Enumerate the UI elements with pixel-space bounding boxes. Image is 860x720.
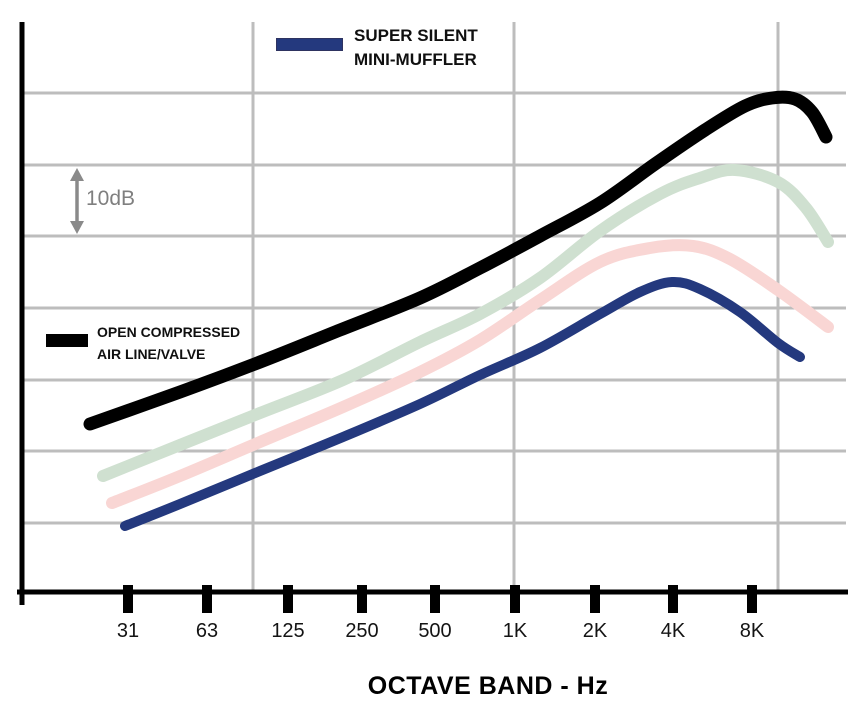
x-axis-title-text: OCTAVE BAND - Hz — [367, 672, 609, 700]
x-axis-title: OCTAVE BAND - Hz — [0, 672, 860, 701]
x-axis-tick — [747, 585, 757, 613]
db-arrow-head-down — [70, 221, 84, 234]
db-scale-label: 10dB — [86, 187, 136, 210]
db-arrow-head-up — [70, 168, 84, 181]
x-tick-label: 4K — [660, 620, 686, 642]
curve-unlabeled-green — [97, 163, 834, 482]
x-axis-tick — [283, 585, 293, 613]
curve-open-compressed-air-line — [83, 90, 833, 431]
x-axis-ticks — [123, 585, 757, 613]
legend-super-silent-label: SUPER SILENT MINI-MUFFLER — [354, 24, 478, 72]
x-tick-label: 250 — [345, 620, 379, 642]
x-tick-label: 63 — [195, 620, 219, 642]
legend-super-silent-line1: SUPER SILENT — [354, 26, 478, 45]
legend-super-silent-line2: MINI-MUFFLER — [354, 50, 477, 69]
legend-swatch-super-silent — [276, 38, 343, 51]
legend-swatch-open-air — [46, 334, 88, 347]
curve-super-silent-mini-muffler — [120, 276, 805, 531]
x-axis-tick — [357, 585, 367, 613]
legend-open-air-line2: AIR LINE/VALVE — [97, 346, 206, 362]
x-tick-label: 31 — [116, 620, 140, 642]
x-axis-tick — [430, 585, 440, 613]
curves — [83, 90, 834, 531]
curve-unlabeled-pink — [106, 239, 834, 509]
x-tick-label: 125 — [271, 620, 305, 642]
x-tick-label: 1K — [502, 620, 528, 642]
x-axis-tick — [590, 585, 600, 613]
legend-open-air-line1: OPEN COMPRESSED — [97, 324, 241, 340]
x-tick-label: 2K — [582, 620, 608, 642]
x-axis-tick — [202, 585, 212, 613]
x-axis-tick — [123, 585, 133, 613]
x-axis-tick — [668, 585, 678, 613]
legend-open-air-label: OPEN COMPRESSED AIR LINE/VALVE — [97, 321, 240, 365]
x-tick-label: 500 — [418, 620, 452, 642]
x-tick-label: 8K — [739, 620, 765, 642]
x-axis-tick — [510, 585, 520, 613]
db-scale-arrow — [70, 168, 84, 234]
